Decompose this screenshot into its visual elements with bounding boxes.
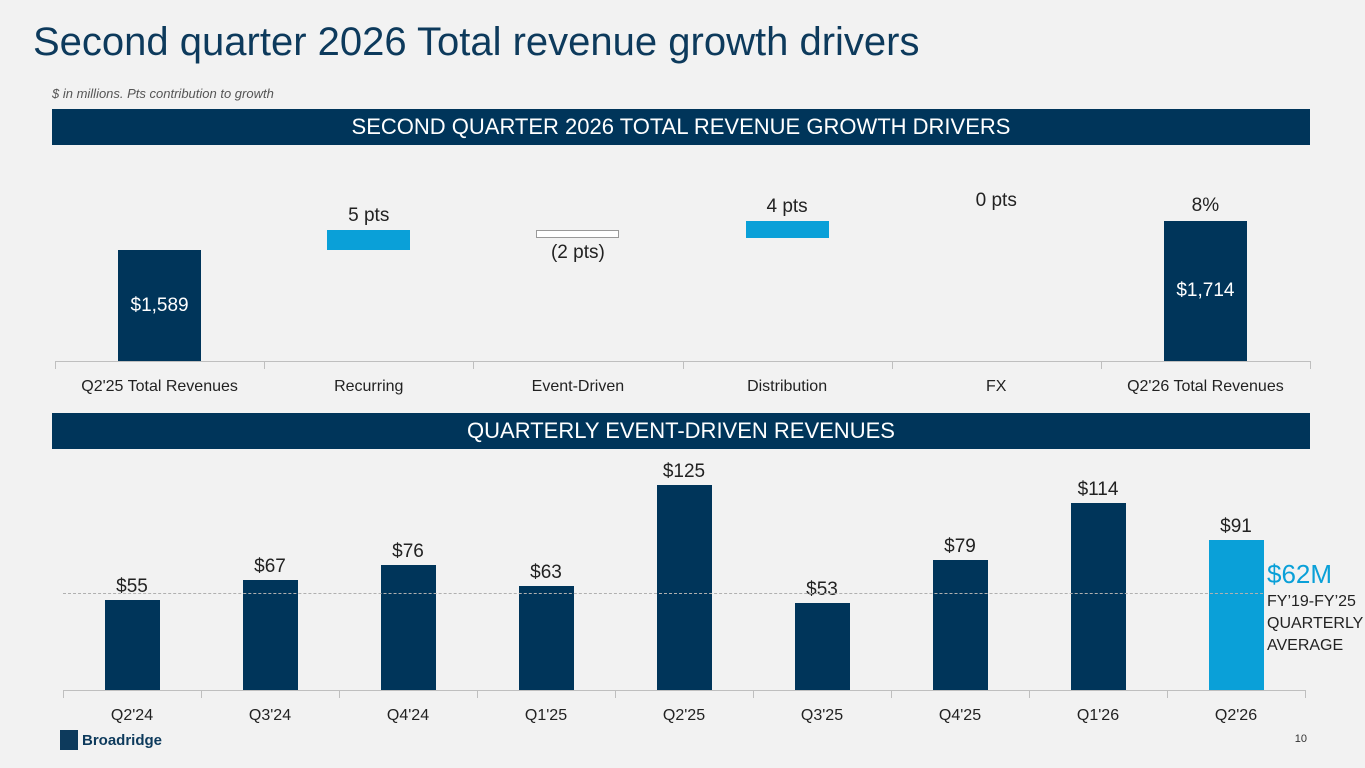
axis-tick <box>477 690 478 698</box>
event-driven-bar <box>656 484 712 690</box>
axis-tick <box>615 690 616 698</box>
event-driven-bar <box>380 565 436 690</box>
data-label: $55 <box>116 575 148 597</box>
data-label: 0 pts <box>975 190 1017 211</box>
axis-tick <box>1167 690 1168 698</box>
data-label: $114 <box>1077 478 1119 500</box>
axis-tick <box>1100 361 1102 369</box>
page-number: 10 <box>1294 733 1307 745</box>
axis-tick <box>1310 361 1311 369</box>
event-driven-banner: QUARTERLY EVENT-DRIVEN REVENUES <box>52 413 1310 449</box>
data-label: (2 pts) <box>550 241 605 263</box>
event-driven-bar <box>104 599 160 690</box>
category-label: Q1'26 <box>1076 707 1120 724</box>
x-axis <box>63 690 1305 691</box>
axis-tick <box>1305 690 1306 698</box>
event-driven-bar <box>1208 540 1264 690</box>
subtitle: $ in millions. Pts contribution to growt… <box>52 86 274 101</box>
average-caption: AVERAGE <box>1267 637 1344 654</box>
axis-tick <box>891 690 892 698</box>
category-label: Q4'25 <box>938 707 982 724</box>
category-label: Q1'25 <box>524 707 568 724</box>
axis-tick <box>55 361 56 369</box>
logo-icon <box>60 730 78 750</box>
data-label: $1,714 <box>1176 280 1235 301</box>
waterfall-bar <box>118 250 202 361</box>
data-label: 5 pts <box>348 204 390 226</box>
growth-label: 8% <box>1191 195 1220 216</box>
category-label: Event-Driven <box>531 378 625 395</box>
axis-tick <box>63 690 64 698</box>
category-label: Q2'24 <box>110 707 154 724</box>
page-title: Second quarter 2026 Total revenue growth… <box>33 20 920 64</box>
data-label: $79 <box>944 536 976 558</box>
axis-tick <box>339 690 340 698</box>
data-label: $125 <box>662 460 706 482</box>
axis-tick <box>753 690 754 698</box>
axis-tick <box>891 361 893 369</box>
data-label: 4 pts <box>766 196 808 218</box>
category-label: Q4'24 <box>386 707 430 724</box>
data-label: $91 <box>1220 516 1252 538</box>
category-label: Q2'25 <box>662 707 706 724</box>
data-label: $67 <box>254 555 286 577</box>
event-driven-bar <box>242 579 298 690</box>
category-label: Q2'25 Total Revenues <box>81 378 238 395</box>
data-label: $53 <box>806 578 838 600</box>
waterfall-bar <box>1163 221 1247 361</box>
category-label: Recurring <box>334 378 404 395</box>
axis-tick <box>1029 690 1030 698</box>
waterfall-bar <box>536 229 620 238</box>
axis-tick <box>201 690 202 698</box>
broadridge-logo: Broadridge <box>60 730 162 750</box>
waterfall-banner: SECOND QUARTER 2026 TOTAL REVENUE GROWTH… <box>52 109 1310 145</box>
logo-text: Broadridge <box>82 731 163 749</box>
data-label: $63 <box>530 562 562 584</box>
average-value: $62M <box>1267 559 1333 589</box>
average-caption: QUARTERLY <box>1267 615 1364 632</box>
data-label: $1,589 <box>130 294 189 316</box>
event-driven-bar <box>1070 502 1126 690</box>
waterfall-bar <box>327 229 411 250</box>
category-label: Q2'26 <box>1214 707 1258 724</box>
data-label: $76 <box>392 541 424 563</box>
category-label: FX <box>986 378 1007 395</box>
average-caption: FY’19-FY’25 <box>1267 593 1356 610</box>
average-reference-line <box>63 593 1263 594</box>
axis-tick <box>473 361 475 369</box>
event-driven-bar <box>518 586 574 690</box>
category-label: Q2'26 Total Revenues <box>1127 378 1284 395</box>
axis-tick <box>264 361 266 369</box>
event-driven-bar <box>932 560 988 690</box>
axis-tick <box>682 361 684 369</box>
category-label: Distribution <box>747 378 828 395</box>
category-label: Q3'25 <box>800 707 844 724</box>
event-driven-bar <box>794 602 850 690</box>
category-label: Q3'24 <box>248 707 292 724</box>
waterfall-bar <box>745 221 829 238</box>
